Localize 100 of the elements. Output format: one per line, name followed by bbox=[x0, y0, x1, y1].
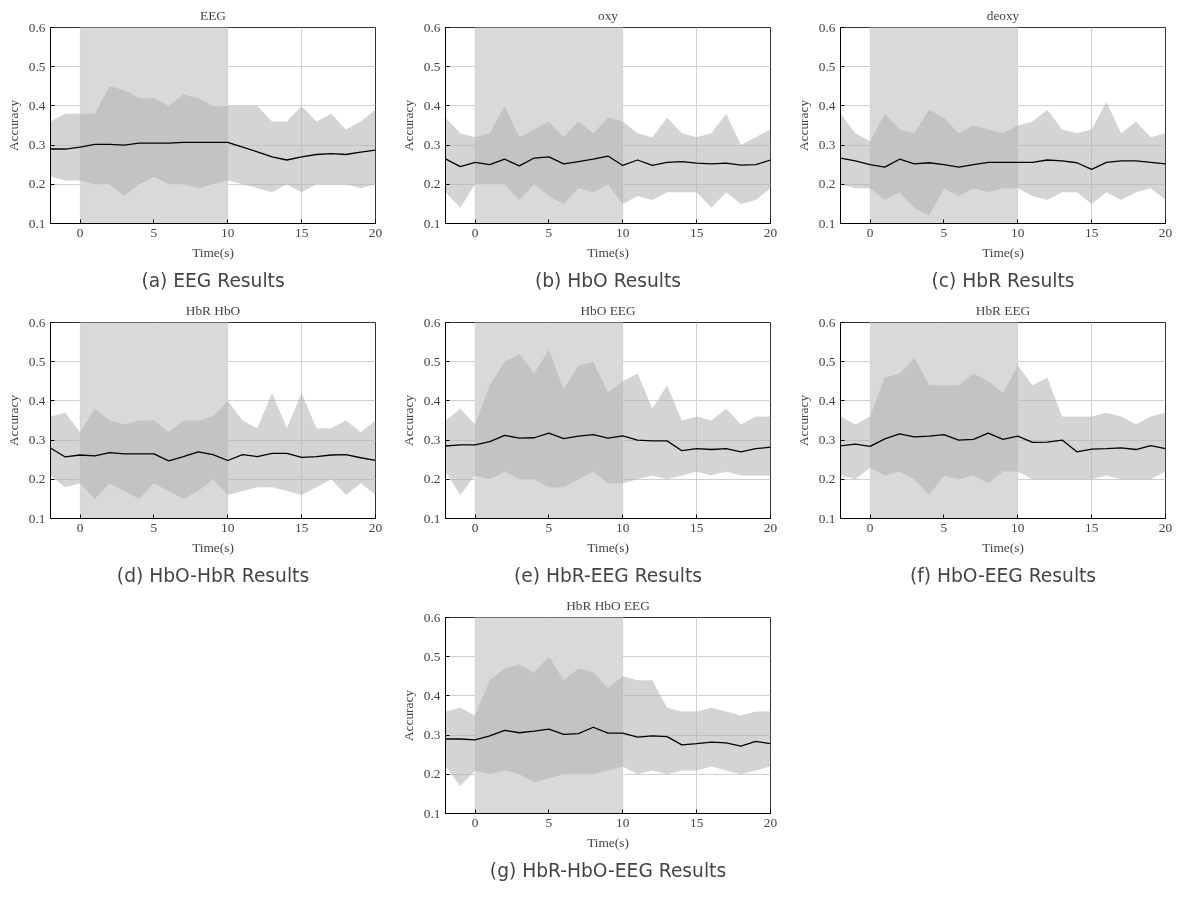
x-tick-label: 10 bbox=[616, 814, 630, 830]
y-tick-label: 0.6 bbox=[28, 19, 46, 35]
y-tick-label: 0.2 bbox=[423, 471, 441, 487]
y-tick-label: 0.3 bbox=[818, 432, 836, 448]
y-tick-label: 0.2 bbox=[423, 176, 441, 192]
y-tick-label: 0.5 bbox=[28, 353, 46, 369]
x-tick-label: 20 bbox=[368, 519, 383, 535]
text: (f) HbO-EEG Results bbox=[909, 564, 1097, 586]
y-axis-title: Accuracy bbox=[5, 394, 21, 447]
y-tick-label: 0.6 bbox=[423, 314, 441, 330]
y-tick-label: 0.4 bbox=[28, 97, 46, 113]
x-axis-title: Time(s) bbox=[982, 244, 1024, 260]
x-axis-title: Time(s) bbox=[587, 244, 629, 260]
chart-title: HbR HbO bbox=[185, 302, 241, 318]
x-tick-label: 10 bbox=[616, 519, 630, 535]
y-axis-title: Accuracy bbox=[795, 99, 811, 152]
x-tick-label: 15 bbox=[689, 519, 704, 535]
x-tick-label: 5 bbox=[940, 224, 948, 240]
y-tick-label: 0.5 bbox=[818, 353, 836, 369]
x-axis-title: Time(s) bbox=[587, 539, 629, 555]
y-tick-label: 0.2 bbox=[28, 176, 46, 192]
y-tick-label: 0.6 bbox=[818, 314, 836, 330]
y-axis-title: Accuracy bbox=[400, 394, 416, 447]
x-axis-title: Time(s) bbox=[192, 244, 234, 260]
x-tick-label: 10 bbox=[1011, 519, 1025, 535]
x-tick-label: 0 bbox=[471, 814, 479, 830]
x-tick-label: 20 bbox=[763, 224, 778, 240]
y-tick-label: 0.5 bbox=[818, 58, 836, 74]
x-tick-label: 0 bbox=[76, 519, 84, 535]
y-tick-label: 0.5 bbox=[423, 648, 441, 664]
text: (a) EEG Results bbox=[141, 269, 285, 291]
x-tick-label: 20 bbox=[368, 224, 383, 240]
y-tick-label: 0.1 bbox=[423, 805, 441, 821]
y-tick-label: 0.1 bbox=[818, 510, 836, 526]
x-tick-label: 5 bbox=[150, 224, 158, 240]
y-tick-label: 0.6 bbox=[28, 314, 46, 330]
y-tick-label: 0.2 bbox=[818, 471, 836, 487]
x-axis-title: Time(s) bbox=[192, 539, 234, 555]
y-tick-label: 0.4 bbox=[423, 392, 441, 408]
y-tick-label: 0.6 bbox=[818, 19, 836, 35]
x-axis-title: Time(s) bbox=[982, 539, 1024, 555]
x-tick-label: 0 bbox=[471, 224, 479, 240]
chart-title: oxy bbox=[598, 7, 619, 23]
x-tick-label: 20 bbox=[1158, 224, 1173, 240]
y-tick-label: 0.1 bbox=[818, 215, 836, 231]
x-tick-label: 0 bbox=[471, 519, 479, 535]
text: (c) HbR Results bbox=[931, 269, 1075, 291]
y-tick-label: 0.2 bbox=[818, 176, 836, 192]
y-axis-title: Accuracy bbox=[5, 99, 21, 152]
x-tick-label: 5 bbox=[150, 519, 158, 535]
chart-title: HbR HbO EEG bbox=[566, 597, 651, 613]
x-tick-label: 10 bbox=[221, 224, 235, 240]
x-tick-label: 0 bbox=[866, 224, 874, 240]
y-tick-label: 0.4 bbox=[423, 687, 441, 703]
y-tick-label: 0.4 bbox=[818, 392, 836, 408]
x-tick-label: 5 bbox=[940, 519, 948, 535]
x-tick-label: 15 bbox=[294, 519, 309, 535]
x-tick-label: 15 bbox=[1084, 224, 1099, 240]
x-tick-label: 10 bbox=[221, 519, 235, 535]
y-tick-label: 0.1 bbox=[423, 510, 441, 526]
y-tick-label: 0.1 bbox=[423, 215, 441, 231]
y-tick-label: 0.4 bbox=[818, 97, 836, 113]
y-tick-label: 0.3 bbox=[28, 432, 46, 448]
y-tick-label: 0.4 bbox=[423, 97, 441, 113]
chart-title: HbR EEG bbox=[975, 302, 1031, 318]
y-tick-label: 0.4 bbox=[28, 392, 46, 408]
x-tick-label: 5 bbox=[545, 814, 553, 830]
x-tick-label: 5 bbox=[545, 519, 553, 535]
text: (g) HbR-HbO-EEG Results bbox=[489, 859, 727, 881]
chart-title: EEG bbox=[200, 7, 227, 23]
y-tick-label: 0.6 bbox=[423, 609, 441, 625]
chart-title: deoxy bbox=[986, 7, 1020, 23]
y-tick-label: 0.1 bbox=[28, 215, 46, 231]
y-tick-label: 0.6 bbox=[423, 19, 441, 35]
x-axis-title: Time(s) bbox=[587, 834, 629, 850]
y-axis-title: Accuracy bbox=[795, 394, 811, 447]
y-tick-label: 0.3 bbox=[423, 727, 441, 743]
x-tick-label: 15 bbox=[1084, 519, 1099, 535]
y-tick-label: 0.2 bbox=[423, 766, 441, 782]
y-tick-label: 0.3 bbox=[423, 432, 441, 448]
chart-title: HbO EEG bbox=[580, 302, 636, 318]
x-tick-label: 0 bbox=[76, 224, 84, 240]
y-tick-label: 0.5 bbox=[423, 58, 441, 74]
x-tick-label: 0 bbox=[866, 519, 874, 535]
x-tick-label: 20 bbox=[763, 519, 778, 535]
y-tick-label: 0.3 bbox=[423, 137, 441, 153]
y-axis-title: Accuracy bbox=[400, 689, 416, 742]
x-tick-label: 15 bbox=[689, 224, 704, 240]
y-tick-label: 0.3 bbox=[28, 137, 46, 153]
text: (e) HbR-EEG Results bbox=[513, 564, 703, 586]
text: (d) HbO-HbR Results bbox=[116, 564, 310, 586]
x-tick-label: 10 bbox=[616, 224, 630, 240]
x-tick-label: 5 bbox=[545, 224, 553, 240]
y-tick-label: 0.2 bbox=[28, 471, 46, 487]
x-tick-label: 10 bbox=[1011, 224, 1025, 240]
x-tick-label: 20 bbox=[763, 814, 778, 830]
y-tick-label: 0.1 bbox=[28, 510, 46, 526]
y-tick-label: 0.5 bbox=[28, 58, 46, 74]
x-tick-label: 15 bbox=[294, 224, 309, 240]
x-tick-label: 20 bbox=[1158, 519, 1173, 535]
